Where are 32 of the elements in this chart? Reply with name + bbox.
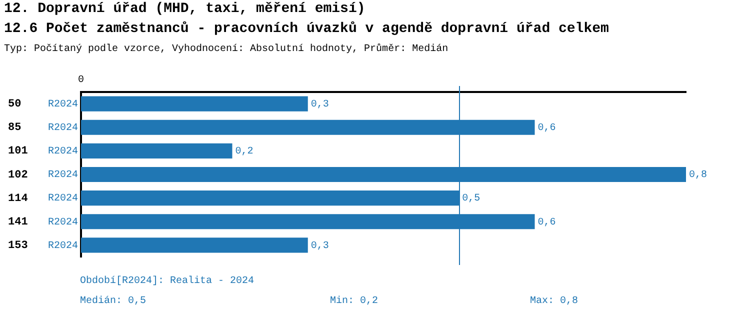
y-tick-label: 50 (8, 98, 22, 111)
series-label: R2024 (48, 99, 78, 110)
text: Medián: 0,5 (80, 296, 146, 307)
bar (81, 96, 308, 112)
data-label: 0,8 (689, 170, 708, 182)
y-tick-label: 153 (8, 240, 28, 252)
data-label: 0,3 (310, 99, 329, 110)
text: R2024 (48, 146, 78, 158)
bar (81, 143, 232, 158)
data-label: 0,6 (538, 217, 556, 228)
text: 0 (78, 75, 84, 86)
text: R2024 (48, 217, 78, 228)
bar (81, 238, 308, 253)
y-tick-label: 85 (8, 122, 22, 134)
data-label: 0,2 (235, 146, 254, 158)
chart-title: 12. Dopravní úřad (MHD, taxi, měření emisí) (4, 1, 366, 17)
text: R2024 (48, 170, 78, 182)
chart-subtitle: 12.6 Počet zaměstnanců - pracovních úvazků v agendě dopravní úřad celkem (4, 21, 609, 37)
y-tick-label: 141 (8, 216, 28, 228)
text: R2024 (48, 123, 78, 134)
data-label: 0,3 (310, 240, 329, 252)
data-label: 0,5 (462, 194, 480, 205)
y-tick-label: 101 (8, 146, 28, 158)
text: R2024 (48, 240, 78, 252)
text: Období[R2024]: Realita - 2024 (80, 276, 254, 287)
text: Min: 0,2 (330, 296, 378, 307)
text: R2024 (48, 194, 78, 205)
text: Typ: Počítaný podle vzorce, Vyhodnocení: Absolutní hodnoty, Průměr: Medián (4, 44, 448, 55)
y-tick-label: 114 (8, 192, 28, 205)
data-label: 0,6 (538, 123, 556, 134)
text: Max: 0,8 (530, 296, 578, 307)
y-tick-label: 102 (8, 169, 28, 182)
